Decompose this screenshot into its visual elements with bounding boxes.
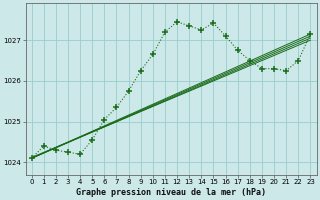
X-axis label: Graphe pression niveau de la mer (hPa): Graphe pression niveau de la mer (hPa) (76, 188, 266, 197)
